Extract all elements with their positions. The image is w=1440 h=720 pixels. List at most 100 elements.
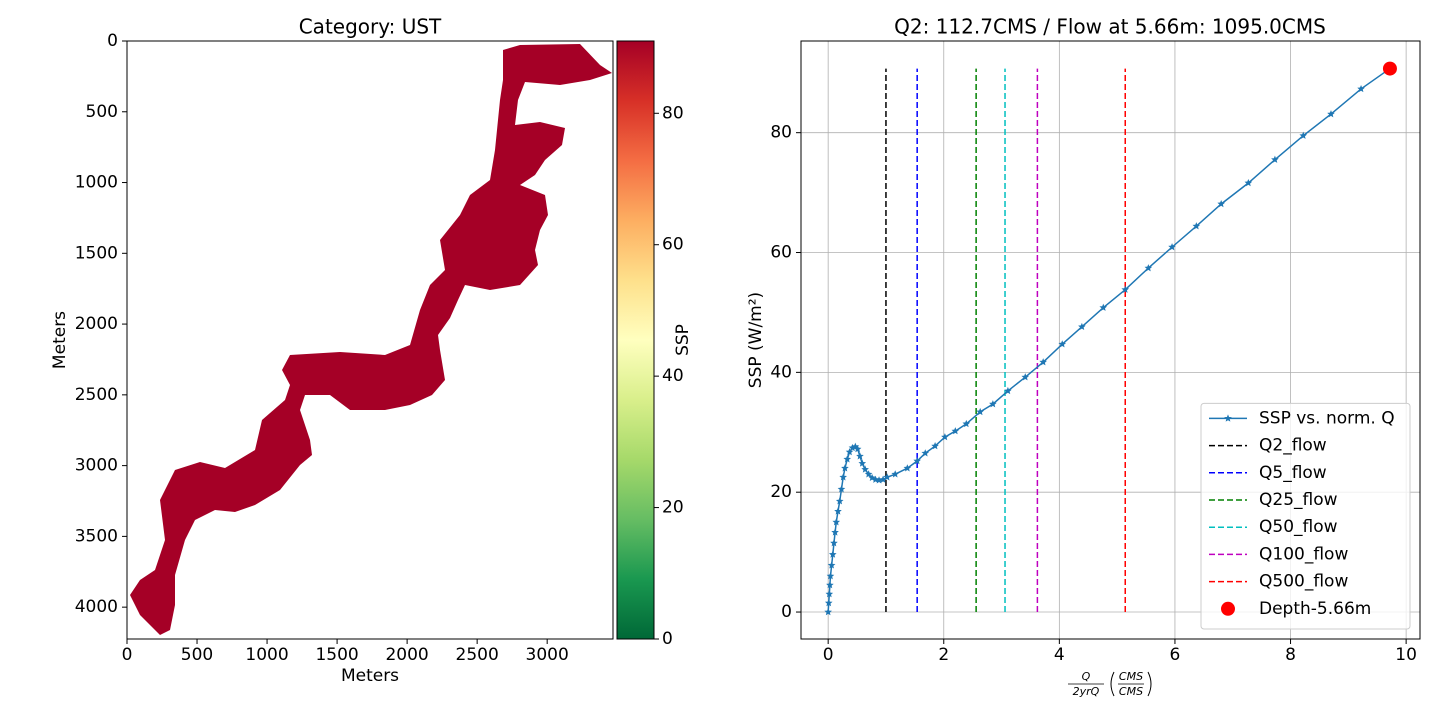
point-marker — [834, 507, 842, 515]
point-marker — [861, 465, 869, 473]
x-tick-label: 2000 — [385, 645, 428, 665]
plot-frame — [800, 40, 1421, 640]
x-tick-label: 500 — [181, 645, 213, 665]
map-frame — [126, 40, 614, 640]
x-tick-label: 3000 — [526, 645, 569, 665]
point-marker — [931, 442, 939, 450]
point-marker — [831, 528, 839, 536]
point-marker — [989, 400, 997, 408]
point-marker — [839, 473, 847, 481]
y-tick-label: 0 — [107, 31, 118, 51]
x-label-denominator: 2yrQ — [1073, 685, 1100, 698]
point-marker — [837, 485, 846, 493]
colorbar-tick-label: 20 — [662, 498, 684, 518]
x-axis-label: Q 2yrQ CMS CMS — [1068, 670, 1152, 698]
point-marker — [824, 608, 832, 616]
chart-title: Category: UST — [299, 15, 442, 39]
y-tick-label: 0 — [781, 602, 792, 622]
y-tick-label: 2000 — [75, 314, 118, 334]
point-marker — [1078, 322, 1086, 331]
point-marker — [879, 475, 887, 483]
point-marker — [913, 457, 921, 465]
legend-label: Q100_flow — [1259, 544, 1348, 564]
legend-label: Q500_flow — [1259, 572, 1348, 592]
x-label-unit-numerator: CMS — [1119, 670, 1143, 683]
point-marker — [921, 449, 930, 457]
point-marker — [864, 470, 873, 478]
x-axis-label: Meters — [341, 666, 399, 686]
y-tick-label: 20 — [770, 482, 792, 502]
x-tick-label: 6 — [1170, 645, 1181, 665]
colorbar — [616, 40, 655, 640]
y-tick-label: 60 — [770, 243, 792, 263]
y-tick-label: 1000 — [75, 173, 118, 193]
x-tick-label: 0 — [823, 645, 834, 665]
legend-label: SSP vs. norm. Q — [1259, 408, 1395, 428]
point-marker — [976, 407, 984, 416]
y-tick-label: 2500 — [75, 385, 118, 405]
point-marker — [825, 590, 834, 598]
point-marker — [891, 470, 900, 478]
colorbar-tick-label: 40 — [662, 366, 684, 386]
point-marker — [858, 459, 867, 467]
y-tick-label: 3000 — [75, 456, 118, 476]
colorbar-tick-label: 60 — [662, 235, 684, 255]
legend-label: Q50_flow — [1259, 517, 1338, 537]
point-marker — [1121, 285, 1130, 293]
point-marker — [1058, 340, 1067, 348]
point-marker — [848, 443, 857, 452]
map-region — [130, 44, 612, 635]
point-marker — [1192, 222, 1201, 230]
x-tick-label: 4 — [1054, 645, 1065, 665]
y-tick-label: 3500 — [75, 526, 118, 546]
point-marker — [1144, 264, 1153, 272]
point-marker — [828, 550, 837, 558]
point-marker — [856, 452, 864, 460]
x-tick-label: 0 — [122, 645, 133, 665]
point-marker — [824, 599, 833, 607]
legend-label: Depth-5.66m — [1259, 599, 1371, 619]
point-marker — [835, 497, 844, 505]
point-marker — [951, 427, 960, 435]
point-marker — [1299, 131, 1308, 139]
point-marker — [1244, 179, 1253, 187]
colorbar-tick-label: 0 — [662, 629, 673, 649]
point-marker — [853, 445, 862, 453]
y-axis-label: SSP (W/m²) — [746, 292, 766, 388]
point-marker — [1271, 155, 1279, 163]
legend-label: Q5_flow — [1259, 463, 1327, 483]
x-tick-label: 10 — [1395, 645, 1417, 665]
y-tick-label: 500 — [86, 102, 118, 122]
point-marker — [832, 518, 841, 526]
paren — [1147, 671, 1152, 697]
point-marker — [826, 581, 834, 589]
point-marker — [1168, 243, 1176, 251]
point-marker — [1099, 303, 1108, 311]
point-marker — [841, 464, 849, 472]
point-marker — [830, 539, 838, 547]
legend-swatch — [1224, 414, 1232, 422]
colorbar-tick-label: 80 — [662, 103, 684, 123]
point-marker — [827, 561, 836, 569]
legend-box — [1200, 402, 1411, 630]
colorbar-label: SSP — [673, 324, 693, 356]
point-marker — [845, 448, 854, 456]
point-marker — [1004, 386, 1012, 395]
point-marker — [826, 572, 835, 580]
point-marker — [843, 455, 852, 463]
x-label-numerator: Q — [1082, 670, 1091, 683]
point-marker — [875, 476, 883, 484]
legend-label: Q25_flow — [1259, 490, 1338, 510]
x-tick-label: 2 — [938, 645, 949, 665]
legend-label: Q2_flow — [1259, 436, 1327, 456]
legend-swatch — [1221, 601, 1235, 616]
point-marker — [1327, 110, 1335, 118]
x-tick-label: 1500 — [315, 645, 358, 665]
y-tick-label: 40 — [770, 362, 792, 382]
chart-title: Q2: 112.7CMS / Flow at 5.66m: 1095.0CMS — [894, 15, 1326, 39]
paren — [1110, 671, 1115, 697]
point-marker — [1357, 84, 1365, 93]
y-tick-label: 80 — [770, 123, 792, 143]
y-tick-label: 4000 — [75, 597, 118, 617]
